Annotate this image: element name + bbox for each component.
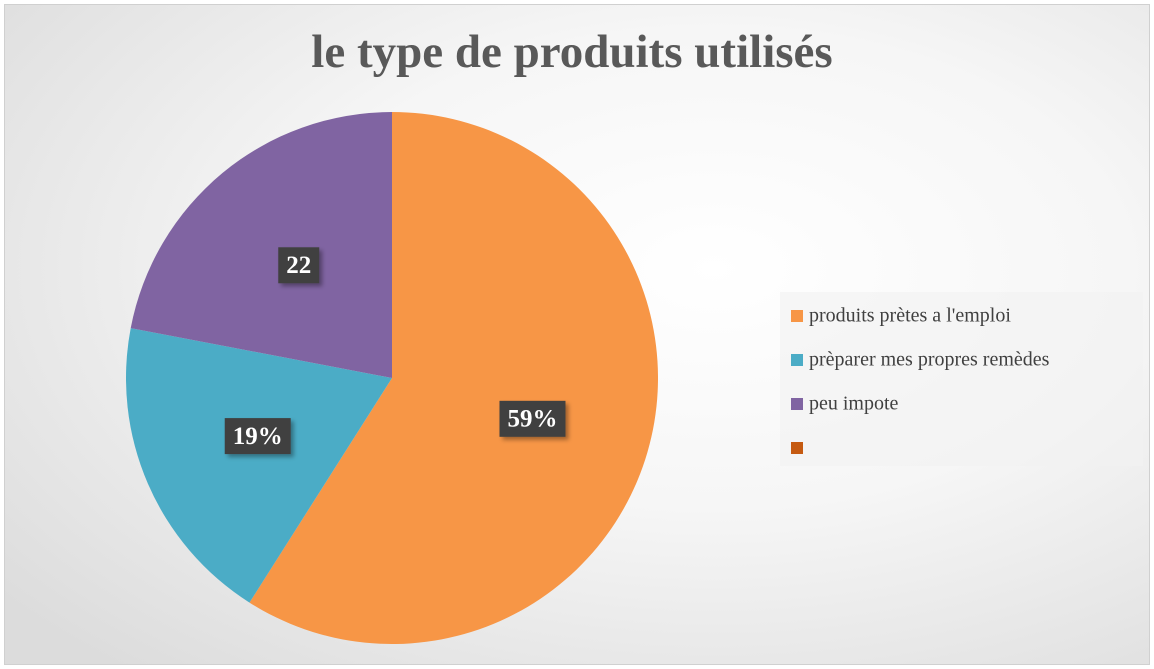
data-label-text: 19% xyxy=(233,423,283,450)
pie-slice xyxy=(126,328,393,603)
data-label-text: 22 xyxy=(286,252,311,279)
data-label-box xyxy=(224,418,291,455)
data-label: 59% xyxy=(499,400,566,437)
data-label-box xyxy=(278,247,320,284)
legend-swatch xyxy=(791,310,803,322)
pie-slice xyxy=(130,112,392,378)
legend-swatch xyxy=(791,398,803,410)
legend-label: produits prètes a l'emploi xyxy=(809,305,1011,327)
legend xyxy=(780,292,1143,466)
data-label: 22 xyxy=(278,247,320,284)
legend-label: peu impote xyxy=(809,393,899,415)
chart-title: le type de produits utilisés xyxy=(311,26,832,78)
data-label: 19% xyxy=(224,418,291,455)
pie-slice xyxy=(249,112,659,645)
legend-label: prèparer mes propres remèdes xyxy=(809,349,1050,371)
data-label-text: 59% xyxy=(507,406,557,433)
data-label-box xyxy=(499,400,566,437)
legend-swatch xyxy=(791,442,803,454)
legend-swatch xyxy=(791,354,803,366)
